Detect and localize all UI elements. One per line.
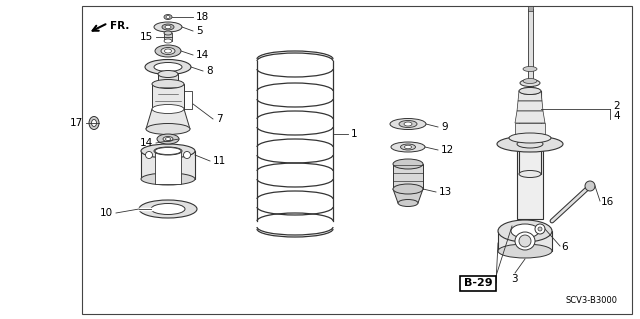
- Ellipse shape: [154, 63, 182, 71]
- Bar: [528, 6, 533, 11]
- Bar: [155, 151, 181, 184]
- Bar: [519, 91, 541, 174]
- Ellipse shape: [165, 25, 171, 29]
- Text: 4: 4: [613, 111, 620, 121]
- Ellipse shape: [523, 78, 537, 84]
- Ellipse shape: [519, 170, 541, 177]
- Text: 17: 17: [70, 118, 83, 128]
- Ellipse shape: [152, 105, 184, 114]
- Ellipse shape: [139, 200, 197, 218]
- Ellipse shape: [404, 122, 412, 126]
- Ellipse shape: [141, 173, 195, 185]
- Circle shape: [585, 181, 595, 191]
- Ellipse shape: [515, 232, 535, 250]
- Bar: [158, 74, 178, 84]
- Ellipse shape: [154, 147, 182, 155]
- Ellipse shape: [391, 142, 425, 152]
- Text: 6: 6: [561, 242, 568, 252]
- Ellipse shape: [158, 70, 178, 78]
- Bar: [82, 6, 632, 314]
- Ellipse shape: [89, 116, 99, 130]
- Ellipse shape: [154, 22, 182, 32]
- Text: 13: 13: [439, 187, 452, 197]
- Text: 18: 18: [196, 12, 209, 22]
- Bar: [152, 84, 184, 109]
- Text: B-29: B-29: [464, 278, 492, 288]
- Bar: [528, 9, 533, 91]
- Ellipse shape: [164, 14, 172, 19]
- Polygon shape: [146, 109, 190, 129]
- Text: 1: 1: [351, 129, 358, 139]
- Ellipse shape: [141, 144, 195, 158]
- Ellipse shape: [164, 31, 172, 35]
- Polygon shape: [515, 111, 545, 123]
- Ellipse shape: [155, 147, 181, 154]
- Ellipse shape: [164, 39, 172, 43]
- Ellipse shape: [166, 137, 170, 140]
- Ellipse shape: [523, 66, 537, 71]
- Ellipse shape: [164, 49, 172, 53]
- Ellipse shape: [398, 199, 418, 206]
- Ellipse shape: [498, 220, 552, 242]
- Text: 12: 12: [441, 145, 454, 155]
- Bar: [164, 33, 172, 41]
- Text: 9: 9: [441, 122, 447, 132]
- Ellipse shape: [498, 244, 552, 258]
- Ellipse shape: [390, 118, 426, 130]
- Polygon shape: [517, 101, 543, 111]
- Ellipse shape: [511, 224, 539, 238]
- Ellipse shape: [519, 87, 541, 94]
- Circle shape: [538, 227, 542, 231]
- Text: 15: 15: [140, 32, 153, 42]
- Bar: [460, 276, 496, 291]
- Text: SCV3-B3000: SCV3-B3000: [566, 296, 618, 305]
- Bar: [517, 144, 543, 219]
- Polygon shape: [515, 134, 545, 144]
- Text: 14: 14: [196, 50, 209, 60]
- Ellipse shape: [166, 16, 170, 19]
- Ellipse shape: [393, 159, 423, 169]
- Text: 10: 10: [100, 208, 113, 218]
- Ellipse shape: [404, 145, 412, 149]
- Ellipse shape: [158, 80, 178, 87]
- Ellipse shape: [399, 121, 417, 128]
- Ellipse shape: [517, 140, 543, 148]
- Text: 16: 16: [601, 197, 614, 207]
- Ellipse shape: [393, 184, 423, 194]
- Ellipse shape: [155, 45, 181, 57]
- Ellipse shape: [151, 204, 185, 214]
- Polygon shape: [515, 123, 545, 134]
- Bar: [498, 231, 552, 251]
- Ellipse shape: [401, 144, 415, 150]
- Bar: [393, 164, 423, 189]
- Ellipse shape: [520, 87, 540, 94]
- Text: 7: 7: [216, 114, 223, 124]
- Ellipse shape: [146, 123, 190, 135]
- Ellipse shape: [497, 136, 563, 152]
- Text: 2: 2: [613, 101, 620, 111]
- Text: 8: 8: [206, 66, 212, 76]
- Text: 14: 14: [140, 138, 153, 148]
- Ellipse shape: [509, 133, 551, 143]
- Circle shape: [145, 152, 152, 159]
- Circle shape: [535, 224, 545, 234]
- Polygon shape: [393, 189, 423, 203]
- Bar: [141, 151, 195, 179]
- Ellipse shape: [157, 134, 179, 144]
- Text: 3: 3: [511, 274, 517, 284]
- Polygon shape: [518, 91, 542, 101]
- Ellipse shape: [520, 79, 540, 86]
- Text: FR.: FR.: [110, 21, 129, 31]
- Ellipse shape: [92, 120, 97, 127]
- Text: 11: 11: [213, 156, 227, 166]
- Text: 5: 5: [196, 26, 203, 36]
- Ellipse shape: [161, 48, 175, 55]
- Circle shape: [184, 152, 191, 159]
- Ellipse shape: [162, 24, 174, 30]
- Ellipse shape: [145, 60, 191, 75]
- Ellipse shape: [163, 137, 173, 142]
- Ellipse shape: [152, 79, 184, 88]
- Ellipse shape: [519, 235, 531, 247]
